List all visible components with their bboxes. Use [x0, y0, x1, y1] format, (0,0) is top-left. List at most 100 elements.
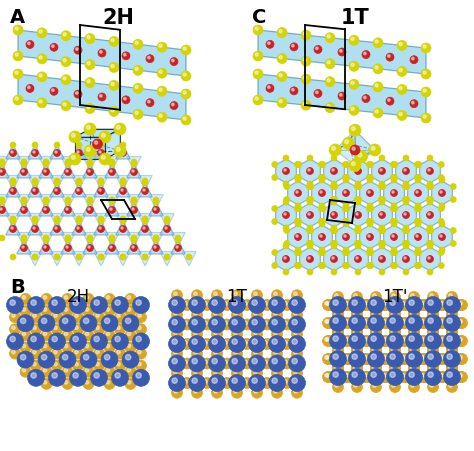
Circle shape: [76, 180, 82, 186]
Circle shape: [294, 390, 297, 393]
Circle shape: [21, 197, 27, 203]
Circle shape: [234, 390, 237, 393]
Circle shape: [55, 227, 57, 229]
Polygon shape: [28, 183, 42, 197]
Circle shape: [254, 370, 257, 373]
Circle shape: [352, 345, 363, 356]
Polygon shape: [6, 213, 20, 228]
Polygon shape: [127, 202, 141, 216]
Circle shape: [191, 329, 202, 340]
Circle shape: [379, 155, 385, 161]
Circle shape: [13, 95, 23, 105]
Circle shape: [109, 207, 116, 213]
Circle shape: [427, 167, 434, 175]
Circle shape: [349, 124, 361, 136]
Circle shape: [399, 112, 402, 115]
Circle shape: [355, 269, 361, 275]
Circle shape: [356, 184, 362, 189]
Polygon shape: [6, 175, 20, 190]
Circle shape: [209, 316, 226, 333]
Circle shape: [283, 155, 289, 161]
Circle shape: [135, 67, 138, 70]
Circle shape: [87, 106, 90, 109]
Circle shape: [85, 60, 95, 69]
Circle shape: [348, 350, 365, 368]
Circle shape: [98, 49, 106, 57]
Circle shape: [135, 111, 138, 115]
Circle shape: [371, 354, 376, 359]
Circle shape: [147, 56, 150, 59]
Circle shape: [54, 180, 60, 186]
Circle shape: [325, 302, 328, 305]
Circle shape: [320, 262, 326, 268]
Circle shape: [153, 207, 159, 213]
Circle shape: [371, 344, 382, 354]
Circle shape: [318, 206, 324, 212]
Circle shape: [344, 338, 347, 341]
Circle shape: [375, 66, 378, 69]
Circle shape: [419, 320, 423, 323]
Circle shape: [153, 235, 159, 241]
Circle shape: [354, 312, 357, 315]
Circle shape: [66, 170, 68, 172]
Circle shape: [401, 338, 405, 341]
Circle shape: [414, 218, 420, 225]
Polygon shape: [94, 252, 108, 266]
Circle shape: [73, 373, 78, 378]
Circle shape: [354, 328, 357, 331]
Circle shape: [232, 339, 237, 345]
Circle shape: [352, 318, 357, 323]
Circle shape: [101, 315, 118, 331]
Circle shape: [109, 235, 115, 241]
Circle shape: [31, 300, 36, 305]
Circle shape: [87, 197, 93, 203]
Circle shape: [117, 314, 120, 318]
Circle shape: [64, 169, 72, 175]
Circle shape: [402, 240, 408, 247]
Circle shape: [22, 208, 24, 210]
Circle shape: [352, 344, 363, 354]
Circle shape: [174, 244, 182, 252]
Circle shape: [294, 218, 300, 225]
Circle shape: [100, 95, 102, 97]
Circle shape: [268, 355, 285, 372]
Circle shape: [348, 296, 365, 313]
Circle shape: [136, 312, 146, 322]
Polygon shape: [18, 30, 186, 76]
Circle shape: [22, 308, 26, 311]
Circle shape: [32, 254, 38, 260]
Circle shape: [323, 354, 335, 364]
Circle shape: [241, 299, 253, 310]
Circle shape: [62, 294, 73, 304]
Circle shape: [320, 206, 326, 212]
Circle shape: [284, 227, 290, 234]
Circle shape: [306, 227, 312, 234]
Circle shape: [74, 90, 82, 98]
Circle shape: [109, 37, 119, 46]
Circle shape: [322, 354, 334, 364]
Polygon shape: [83, 194, 97, 209]
Circle shape: [307, 243, 313, 249]
Circle shape: [333, 336, 338, 341]
Circle shape: [332, 184, 338, 189]
Circle shape: [0, 159, 5, 165]
Circle shape: [33, 189, 35, 191]
Circle shape: [294, 249, 300, 256]
Circle shape: [345, 374, 348, 377]
Circle shape: [254, 292, 257, 295]
Circle shape: [17, 351, 34, 368]
Circle shape: [428, 344, 438, 354]
Circle shape: [130, 244, 137, 252]
Circle shape: [21, 161, 27, 167]
Circle shape: [409, 382, 419, 392]
Circle shape: [380, 354, 391, 364]
Circle shape: [54, 326, 57, 330]
Circle shape: [106, 308, 109, 311]
Circle shape: [294, 161, 300, 167]
Circle shape: [189, 336, 206, 353]
Circle shape: [212, 359, 218, 364]
Circle shape: [371, 382, 382, 392]
Polygon shape: [17, 239, 31, 254]
Circle shape: [438, 299, 448, 310]
Circle shape: [43, 344, 47, 348]
